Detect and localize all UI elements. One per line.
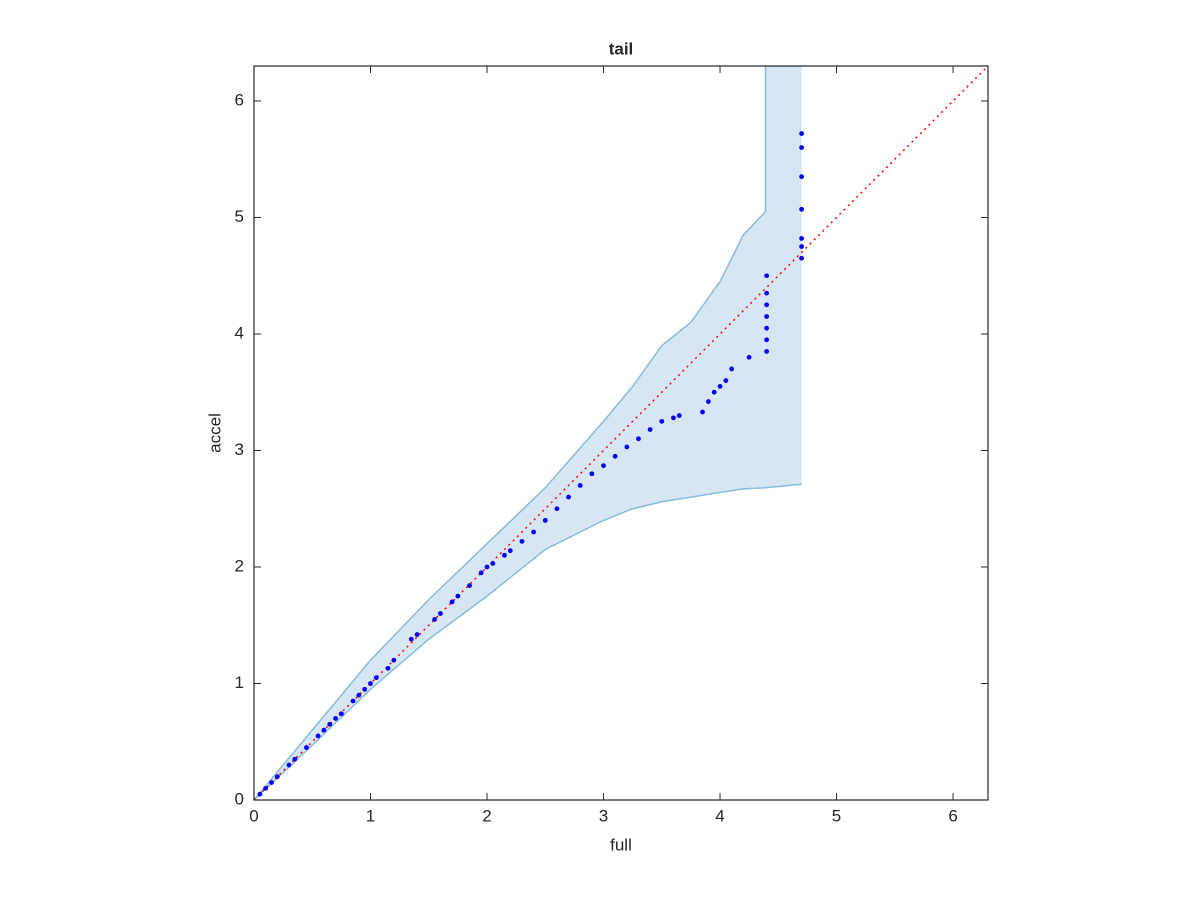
point [659,418,665,424]
reference-line [254,66,988,800]
point [350,698,356,704]
y-tick-label: 0 [235,789,244,808]
point [269,780,274,785]
plot-area [254,66,988,800]
point [315,733,321,739]
x-tick-label: 6 [948,806,957,825]
x-axis-label: full [610,835,632,854]
point [362,686,368,692]
point [478,570,484,576]
point [577,483,583,488]
y-tick-label: 2 [235,556,244,575]
point [764,337,770,343]
point [274,774,280,780]
x-tick-label: 5 [832,806,841,825]
point [542,517,548,523]
point [799,145,804,150]
point [502,552,507,558]
point [507,548,513,554]
point [700,409,705,415]
point [723,378,729,383]
point [764,349,770,354]
point [624,444,630,450]
y-tick-label: 5 [235,207,244,226]
y-tick-label: 1 [235,673,244,692]
point [647,427,653,432]
point [333,716,338,721]
point [438,611,443,616]
y-tick-label: 3 [235,440,244,459]
point [705,399,711,404]
point [321,727,327,733]
point [729,366,735,372]
point [432,617,437,622]
point [408,636,414,642]
chart-title: tail [609,39,634,58]
band-lower-edge [254,483,802,800]
point [257,791,263,797]
point [799,236,804,241]
point [764,325,770,331]
point [601,463,606,469]
y-tick-label: 6 [235,90,244,109]
point [292,756,298,762]
point [519,538,525,544]
point [612,453,618,459]
point [356,692,362,698]
point [455,593,461,599]
x-tick-label: 1 [366,806,375,825]
point [467,583,472,589]
point [799,174,804,180]
point [554,506,560,512]
x-tick-label: 2 [482,806,491,825]
point [671,415,676,421]
point [589,471,595,477]
point [263,785,269,791]
point [490,561,496,566]
point [764,273,770,279]
point [373,675,379,681]
point [799,255,804,261]
band-upper-edge [254,66,802,800]
point [327,721,333,727]
point [449,599,455,605]
point [711,389,717,395]
point [414,632,420,637]
point [636,436,641,442]
x-tick-label: 0 [249,806,258,825]
point [764,314,770,319]
point [746,354,752,360]
point [676,413,682,418]
band-area [254,66,802,800]
point [391,657,397,663]
x-tick-label: 4 [715,806,724,825]
point [338,711,344,717]
point [286,762,292,768]
point [799,131,804,136]
point [484,564,490,570]
point [531,529,537,535]
y-tick-label: 4 [235,323,244,342]
point [799,206,804,212]
point [385,665,391,671]
point [799,244,804,249]
point [717,383,723,389]
y-axis-label: accel [205,413,224,453]
point [304,745,309,750]
x-tick-label: 3 [599,806,608,825]
point [566,494,571,500]
point [764,302,770,308]
point [368,681,373,686]
axes-box [253,65,989,801]
point [764,290,770,296]
